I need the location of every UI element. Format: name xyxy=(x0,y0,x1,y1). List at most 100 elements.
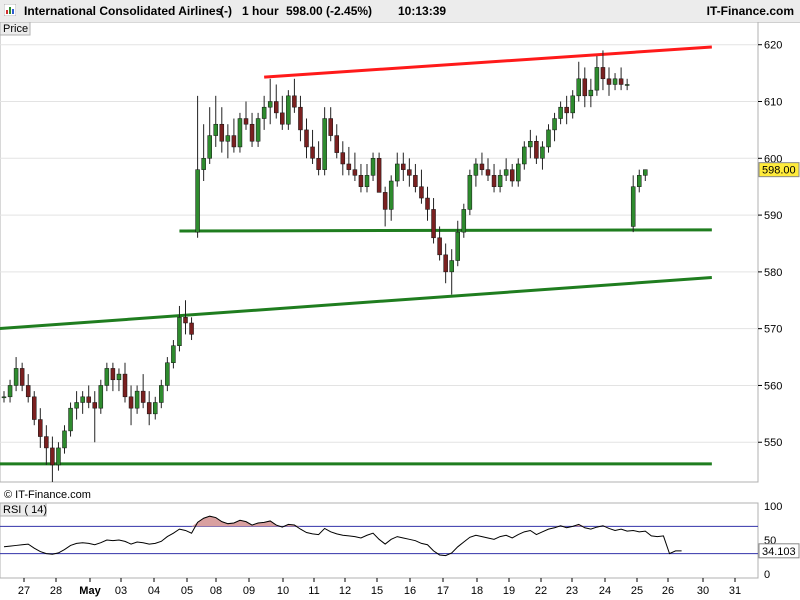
price-candles xyxy=(1,50,648,482)
candle-body xyxy=(286,95,291,125)
last-price-change: 598.00 (-2.45%) xyxy=(286,4,373,18)
x-tick-label: 18 xyxy=(471,585,483,597)
candle-body xyxy=(177,317,182,346)
candle-body xyxy=(413,175,418,187)
x-tick-label: May xyxy=(79,585,101,597)
candle-body xyxy=(195,169,200,233)
candle-body xyxy=(388,180,394,210)
candle-body xyxy=(558,106,563,119)
candle-body xyxy=(50,447,55,466)
candle-body xyxy=(370,158,376,176)
candle-body xyxy=(32,396,37,420)
candle-body xyxy=(104,368,110,386)
candle-body xyxy=(19,368,25,386)
candle-body xyxy=(382,192,388,210)
candle-body xyxy=(546,129,551,148)
candle-body xyxy=(280,112,285,125)
rsi-grid xyxy=(0,525,758,555)
x-tick-label: 03 xyxy=(115,585,127,597)
rsi-tick-label: 100 xyxy=(764,501,782,513)
candle-body xyxy=(516,163,521,182)
candle-body xyxy=(7,385,13,398)
price-panel-label: Price xyxy=(3,23,28,35)
candle-body xyxy=(407,169,412,176)
candle-body xyxy=(582,78,588,97)
timestamp: 10:13:39 xyxy=(398,4,447,18)
candle-body xyxy=(274,101,279,114)
candle-body xyxy=(165,362,170,386)
x-tick-label: 19 xyxy=(503,585,515,597)
candle-body xyxy=(92,402,97,409)
candle-body xyxy=(437,237,442,256)
title-bar: International Consolidated Airlines (-) … xyxy=(0,0,800,23)
resistance-line xyxy=(264,45,712,79)
rsi-line xyxy=(3,515,682,557)
candle-body xyxy=(618,78,624,85)
candle-body xyxy=(588,89,594,97)
candle-body xyxy=(401,163,406,170)
candle-body xyxy=(479,163,485,170)
candle-body xyxy=(13,368,19,386)
candle-body xyxy=(44,436,49,449)
price-tick-label: 590 xyxy=(764,210,782,222)
candle-body xyxy=(153,402,158,415)
candle-body xyxy=(74,402,79,409)
candle-body xyxy=(207,135,212,159)
candle-body xyxy=(340,152,346,165)
candle-body xyxy=(606,78,612,85)
candle-body xyxy=(159,385,164,403)
candle-body xyxy=(310,146,315,159)
candle-body xyxy=(255,118,261,142)
rsi-panel-label: RSI ( 14) xyxy=(3,504,47,516)
last-price-label: 598.00 xyxy=(762,165,796,177)
x-tick-label: 11 xyxy=(308,585,319,597)
x-tick-label: 17 xyxy=(437,585,449,597)
instrument-qualifier: (-) xyxy=(220,4,232,18)
candle-body xyxy=(183,317,188,324)
x-tick-label: 08 xyxy=(210,585,222,597)
support-line xyxy=(0,276,712,331)
candle-body xyxy=(540,146,545,159)
candle-body xyxy=(473,163,479,176)
x-tick-label: 31 xyxy=(729,585,741,597)
instrument-name: International Consolidated Airlines xyxy=(24,4,223,18)
timeframe: 1 hour xyxy=(242,4,279,18)
candle-body xyxy=(261,106,267,119)
x-tick-label: 15 xyxy=(371,585,383,597)
candle-body xyxy=(86,396,91,403)
candle-body xyxy=(292,95,297,108)
candle-body xyxy=(98,385,104,409)
x-tick-label: 23 xyxy=(566,585,578,597)
candle-body xyxy=(62,430,67,449)
candle-body xyxy=(461,209,467,233)
candle-body xyxy=(643,169,648,176)
candle-body xyxy=(449,260,454,273)
candle-body xyxy=(352,169,358,176)
candle-body xyxy=(38,419,43,437)
price-tick-label: 580 xyxy=(764,267,782,279)
candle-body xyxy=(600,67,606,80)
rsi-value-label: 34.103 xyxy=(762,546,796,558)
candle-body xyxy=(316,158,321,170)
candle-body xyxy=(334,135,339,153)
rsi-series xyxy=(3,515,682,557)
candle-body xyxy=(122,373,128,398)
candle-body xyxy=(364,175,370,187)
candle-body xyxy=(219,123,225,142)
x-tick-label: 04 xyxy=(148,585,160,597)
candle-body xyxy=(140,390,146,403)
rsi-panel-bg xyxy=(0,502,759,579)
x-tick-label: 27 xyxy=(18,585,30,597)
candle-body xyxy=(564,106,569,114)
watermark: © IT-Finance.com xyxy=(4,489,91,501)
candle-body xyxy=(68,407,73,432)
price-tick-label: 610 xyxy=(764,97,782,109)
candle-body xyxy=(213,123,218,136)
candle-body xyxy=(56,447,61,466)
x-tick-label: 25 xyxy=(631,585,643,597)
x-tick-label: 26 xyxy=(662,585,674,597)
time-x-axis: 27 28 May 03 04 05 08 09 10 11 12 15 16 17 18 19 22 23 24 2… xyxy=(18,578,741,597)
x-tick-label: 09 xyxy=(243,585,255,597)
x-tick-label: 10 xyxy=(277,585,289,597)
